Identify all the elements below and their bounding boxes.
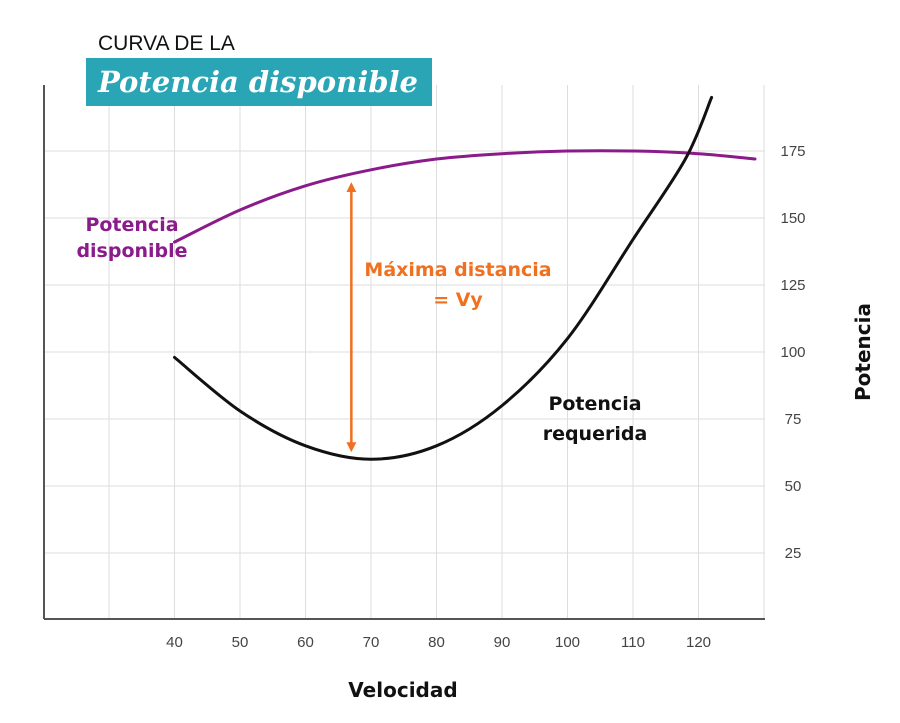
x-tick-label: 70 bbox=[363, 634, 380, 651]
title-banner bbox=[86, 58, 432, 106]
series-label-line: Potencia bbox=[548, 393, 641, 415]
y-tick-label: 175 bbox=[780, 143, 805, 160]
series-label-line: disponible bbox=[76, 240, 187, 262]
chart-subtitle: CURVA DE LA bbox=[98, 32, 235, 55]
chart-title: Potencia disponible bbox=[97, 65, 418, 99]
series-line-potencia-disponible bbox=[173, 149, 757, 244]
x-axis-title: Velocidad bbox=[348, 678, 457, 702]
series-group: Potencia disponible Potencia requerida bbox=[76, 95, 757, 461]
x-tick-label: 90 bbox=[494, 634, 511, 651]
x-tick-label: 80 bbox=[428, 634, 445, 651]
x-tick-label: 110 bbox=[621, 634, 645, 651]
x-tick-labels: 40 50 60 70 80 90 100 110 120 bbox=[166, 634, 711, 651]
series-line-potencia-requerida bbox=[173, 95, 714, 461]
y-axis-title: Potencia bbox=[851, 303, 875, 401]
annotation-group: Máxima distancia = Vy bbox=[346, 182, 552, 453]
y-tick-label: 100 bbox=[780, 344, 805, 361]
annotation-label-line: Máxima distancia bbox=[364, 259, 551, 281]
x-tick-label: 60 bbox=[297, 634, 314, 651]
series-label-potencia-requerida: Potencia requerida bbox=[543, 393, 648, 445]
series-label-line: requerida bbox=[543, 423, 648, 445]
x-tick-label: 40 bbox=[166, 634, 183, 651]
annotation-label-line: = Vy bbox=[433, 289, 483, 311]
y-tick-label: 25 bbox=[785, 545, 802, 562]
x-tick-label: 50 bbox=[232, 634, 249, 651]
series-label-potencia-disponible: Potencia disponible bbox=[76, 214, 187, 262]
y-tick-label: 75 bbox=[785, 411, 802, 428]
y-tick-label: 125 bbox=[780, 277, 805, 294]
y-tick-label: 50 bbox=[785, 478, 802, 495]
y-tick-labels: 25 50 75 100 125 150 175 bbox=[780, 143, 805, 562]
annotation-label: Máxima distancia = Vy bbox=[364, 259, 551, 311]
grid-lines bbox=[44, 85, 765, 619]
x-tick-label: 100 bbox=[555, 634, 580, 651]
x-tick-label: 120 bbox=[686, 634, 711, 651]
series-label-line: Potencia bbox=[85, 214, 178, 236]
y-tick-label: 150 bbox=[780, 210, 805, 227]
